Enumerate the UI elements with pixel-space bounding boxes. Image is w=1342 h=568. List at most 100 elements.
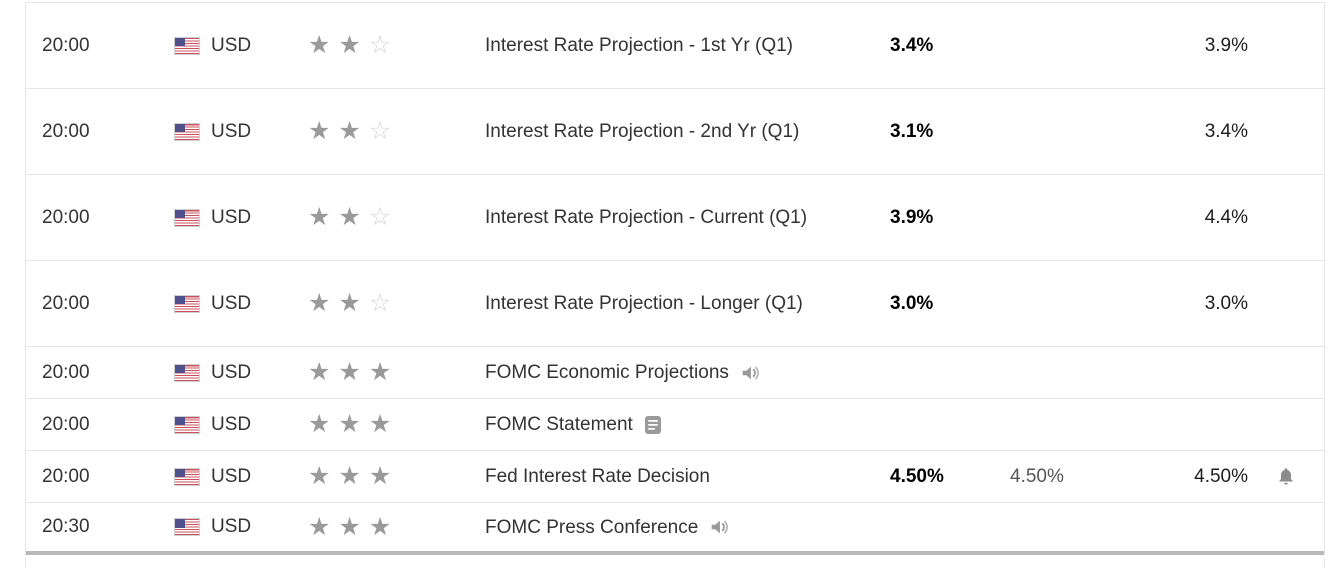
currency-cell: USD	[159, 121, 308, 143]
event-name-link[interactable]: Interest Rate Projection - 1st Yr (Q1)	[485, 35, 793, 56]
star-filled-icon: ★	[308, 512, 339, 541]
event-name-link[interactable]: Fed Interest Rate Decision	[485, 466, 710, 487]
currency-cell: USD	[159, 362, 308, 384]
star-filled-icon: ★	[308, 203, 339, 231]
event-time: 20:30	[42, 516, 90, 537]
previous-value: 3.4%	[1204, 120, 1248, 142]
report-icon[interactable]	[643, 415, 663, 435]
importance-stars: ★ ★ ★	[308, 412, 485, 437]
currency-cell: USD	[159, 414, 308, 436]
bell-icon[interactable]	[1276, 466, 1296, 487]
currency-label: USD	[211, 413, 252, 435]
star-filled-icon: ★	[308, 31, 339, 59]
event-cell: Interest Rate Projection - 2nd Yr (Q1)	[485, 113, 890, 150]
calendar-event-row[interactable]: 20:00 USD ★ ★ ★ FOMC Economic Projections	[26, 347, 1324, 399]
previous-value: 4.4%	[1204, 206, 1248, 228]
star-empty-icon: ☆	[368, 117, 400, 145]
speaker-icon[interactable]	[708, 516, 730, 538]
us-flag-icon	[174, 518, 200, 536]
currency-cell: USD	[159, 516, 308, 538]
star-empty-icon: ☆	[368, 31, 400, 59]
us-flag-icon	[174, 122, 200, 141]
event-name-link[interactable]: FOMC Press Conference	[485, 516, 699, 538]
importance-stars: ★ ★ ★	[308, 360, 485, 385]
star-filled-icon: ★	[338, 31, 369, 59]
event-cell: Interest Rate Projection - Current (Q1)	[485, 199, 890, 236]
star-filled-icon: ★	[368, 512, 400, 541]
event-time: 20:00	[42, 361, 90, 383]
calendar-event-row[interactable]: 20:00 USD ★ ★ ☆ Interest Rate Projection -…	[26, 175, 1324, 261]
event-time: 20:00	[42, 465, 90, 487]
event-name-link[interactable]: Interest Rate Projection - 2nd Yr (Q1)	[485, 121, 800, 142]
event-time: 20:00	[42, 120, 90, 142]
event-time: 20:00	[42, 206, 90, 228]
importance-stars: ★ ★ ★	[308, 512, 485, 541]
calendar-event-row[interactable]: 20:00 USD ★ ★ ★ Fed Interest Rate Decision…	[26, 451, 1324, 503]
star-filled-icon: ★	[338, 410, 369, 438]
currency-label: USD	[211, 292, 252, 314]
calendar-event-row[interactable]: 20:00 USD ★ ★ ☆ Interest Rate Projection -…	[26, 261, 1324, 347]
us-flag-icon	[174, 415, 200, 434]
event-cell: Interest Rate Projection - 1st Yr (Q1)	[485, 27, 890, 64]
alert-cell	[1248, 466, 1324, 487]
next-row-partial	[25, 558, 1325, 568]
currency-label: USD	[211, 516, 252, 537]
star-filled-icon: ★	[308, 462, 339, 490]
event-time: 20:00	[42, 413, 90, 435]
star-filled-icon: ★	[338, 512, 369, 541]
star-filled-icon: ★	[338, 358, 369, 386]
currency-label: USD	[211, 361, 252, 383]
calendar-event-row[interactable]: 20:00 USD ★ ★ ☆ Interest Rate Projection -…	[26, 89, 1324, 175]
importance-stars: ★ ★ ★	[308, 464, 485, 489]
currency-cell: USD	[159, 293, 308, 315]
star-filled-icon: ★	[338, 462, 369, 490]
star-filled-icon: ★	[308, 117, 339, 145]
calendar-event-row[interactable]: 20:30 USD ★ ★ ★ FOMC Press Conference	[26, 503, 1324, 555]
star-filled-icon: ★	[308, 410, 339, 438]
star-filled-icon: ★	[308, 358, 339, 386]
currency-label: USD	[211, 465, 252, 487]
previous-value: 3.0%	[1204, 292, 1248, 314]
us-flag-icon	[174, 363, 200, 382]
event-name-link[interactable]: Interest Rate Projection - Current (Q1)	[485, 207, 808, 228]
star-filled-icon: ★	[368, 358, 400, 386]
importance-stars: ★ ★ ☆	[308, 33, 485, 58]
us-flag-icon	[174, 208, 200, 227]
event-cell: FOMC Economic Projections	[485, 354, 890, 391]
currency-cell: USD	[159, 466, 308, 488]
star-filled-icon: ★	[338, 289, 369, 317]
currency-label: USD	[211, 34, 252, 56]
importance-stars: ★ ★ ☆	[308, 205, 485, 230]
event-name-link[interactable]: Interest Rate Projection - Longer (Q1)	[485, 293, 803, 314]
event-name-link[interactable]: FOMC Statement	[485, 414, 633, 435]
star-filled-icon: ★	[368, 462, 400, 490]
currency-label: USD	[211, 120, 252, 142]
us-flag-icon	[174, 467, 200, 486]
star-empty-icon: ☆	[368, 203, 400, 231]
previous-value: 3.9%	[1204, 34, 1248, 56]
currency-cell: USD	[159, 207, 308, 229]
event-cell: FOMC Statement	[485, 406, 890, 443]
event-cell: Interest Rate Projection - Longer (Q1)	[485, 285, 890, 322]
actual-value: 3.9%	[890, 206, 934, 228]
previous-value: 4.50%	[1194, 465, 1248, 487]
importance-stars: ★ ★ ☆	[308, 291, 485, 316]
star-filled-icon: ★	[308, 289, 339, 317]
star-filled-icon: ★	[338, 117, 369, 145]
star-empty-icon: ☆	[368, 289, 400, 317]
event-time: 20:00	[42, 292, 90, 314]
calendar-event-row[interactable]: 20:00 USD ★ ★ ★ FOMC Statement	[26, 399, 1324, 451]
currency-label: USD	[211, 206, 252, 228]
forecast-value: 4.50%	[1010, 465, 1064, 487]
actual-value: 4.50%	[890, 465, 944, 487]
event-time: 20:00	[42, 34, 90, 56]
speaker-icon[interactable]	[739, 362, 761, 384]
actual-value: 3.4%	[890, 34, 934, 56]
currency-cell: USD	[159, 35, 308, 57]
calendar-event-row[interactable]: 20:00 USD ★ ★ ☆ Interest Rate Projection -…	[26, 3, 1324, 89]
actual-value: 3.0%	[890, 292, 934, 314]
actual-value: 3.1%	[890, 120, 934, 142]
event-name-link[interactable]: FOMC Economic Projections	[485, 362, 729, 383]
us-flag-icon	[174, 36, 200, 55]
star-filled-icon: ★	[338, 203, 369, 231]
